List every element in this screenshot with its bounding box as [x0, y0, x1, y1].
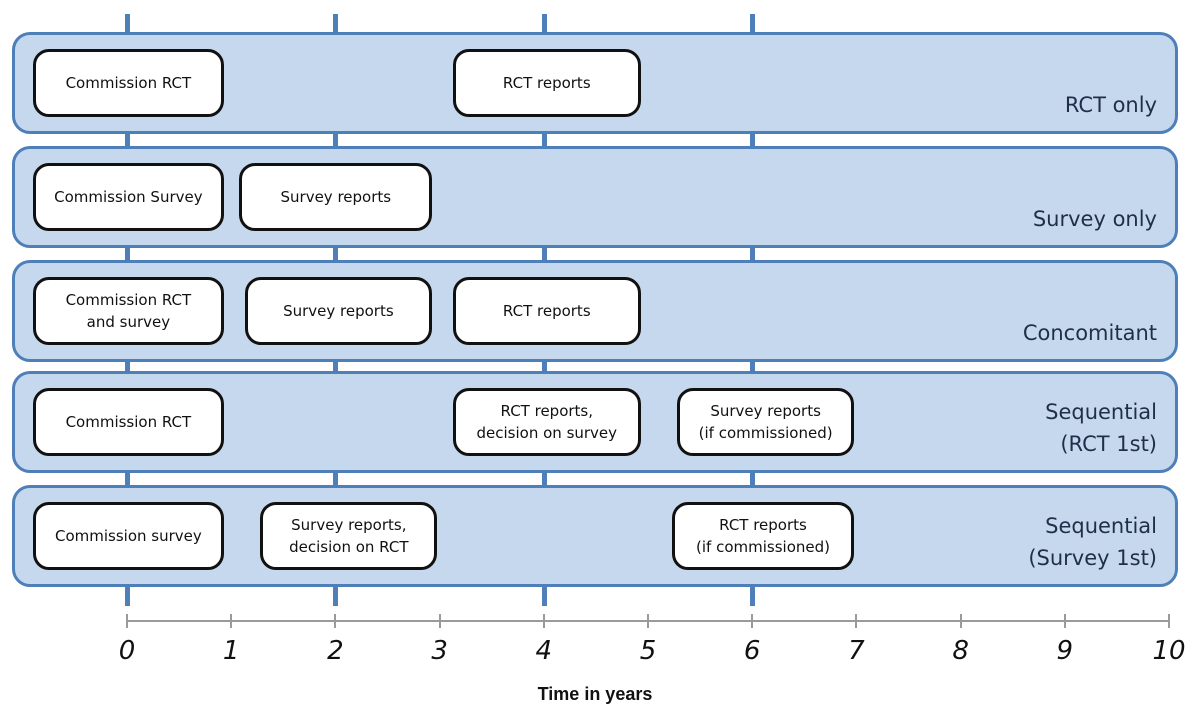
scenario-row: Commission RCT RCT reports RCT only [12, 32, 1178, 134]
stage-box: Commission RCT and survey [33, 277, 224, 345]
x-tick-label: 4 [535, 636, 553, 666]
stage-box: Commission Survey [33, 163, 224, 231]
x-axis-tick [751, 614, 754, 628]
scenario-label: Sequential (RCT 1st) [1045, 400, 1157, 456]
scenario-label: RCT only [1064, 93, 1157, 117]
scenario-row: Commission RCT RCT reports, decision on s… [12, 371, 1178, 473]
x-tick-label: 2 [327, 636, 344, 666]
x-tick-label: 7 [848, 636, 865, 666]
stage-box: RCT reports [453, 277, 641, 345]
stage-box: Survey reports, decision on RCT [260, 502, 438, 570]
x-tick-label: 6 [743, 636, 761, 666]
scenario-label: Survey only [1032, 207, 1157, 231]
x-axis-tick [126, 614, 128, 628]
stage-box: Survey reports [244, 277, 433, 345]
stage-box: RCT reports (if commissioned) [671, 502, 855, 570]
stage-box: Commission RCT [33, 49, 224, 117]
x-axis-title: Time in years [537, 684, 653, 704]
x-axis-tick [230, 614, 233, 628]
x-axis-tick [438, 614, 441, 628]
scenario-row: Commission Survey Survey reports Survey on… [12, 146, 1178, 248]
x-tick-label: 8 [952, 636, 969, 666]
stage-box: RCT reports [453, 49, 641, 117]
x-axis-tick [1168, 614, 1170, 628]
stage-box: Commission RCT [33, 388, 224, 456]
x-axis-tick [334, 614, 337, 628]
scenario-label: Sequential (Survey 1st) [1028, 514, 1157, 570]
x-tick-label: 9 [1056, 636, 1074, 666]
scenario-row: Commission survey Survey reports, decisio… [12, 485, 1178, 587]
x-axis-tick [855, 614, 858, 628]
x-tick-label: 1 [222, 636, 240, 666]
stage-box: Commission survey [33, 502, 224, 570]
stage-box: RCT reports, decision on survey [453, 388, 641, 456]
x-tick-label: 10 [1152, 636, 1186, 666]
scenario-label: Concomitant [1022, 321, 1157, 345]
scenario-row: Commission RCT and survey Survey reports R… [12, 260, 1178, 362]
x-tick-label: 3 [431, 636, 448, 666]
x-tick-label: 0 [118, 636, 136, 666]
x-tick-label: 5 [639, 636, 657, 666]
x-axis-tick [959, 614, 962, 628]
stage-box: Survey reports [239, 163, 433, 231]
stage-box: Survey reports (if commissioned) [677, 388, 855, 456]
x-axis-tick [1063, 614, 1066, 628]
x-axis-tick [542, 614, 545, 628]
x-axis-tick [647, 614, 649, 628]
